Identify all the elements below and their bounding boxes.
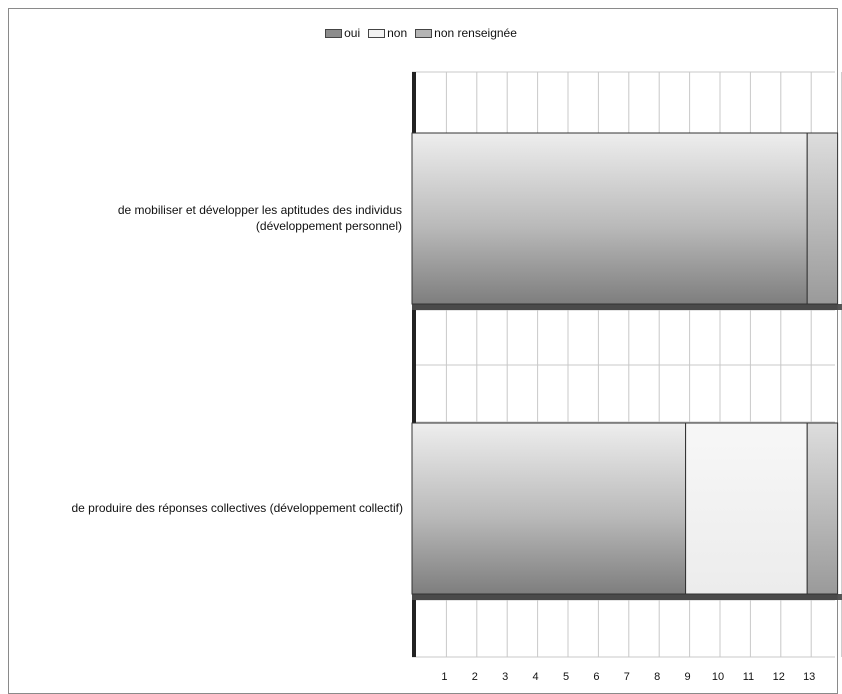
category-label-2: de produire des réponses collectives (dé… <box>71 501 403 515</box>
legend-item-oui: oui <box>325 26 360 40</box>
legend-swatch-oui <box>325 28 343 38</box>
legend-item-non-renseignee: non renseignée <box>415 26 517 40</box>
legend-item-non: non <box>368 26 407 40</box>
legend: oui non non renseignée <box>0 26 842 40</box>
x-tick-label: 11 <box>743 671 754 683</box>
x-tick-label: 2 <box>472 671 478 683</box>
legend-swatch-non-renseignee <box>415 28 433 38</box>
bar-bottom-face <box>685 594 808 600</box>
x-tick-label: 8 <box>654 671 660 683</box>
bar-segment-non-renseignée <box>806 422 839 595</box>
x-tick-label: 4 <box>533 671 539 683</box>
x-tick-label: 12 <box>773 671 785 683</box>
category-label-1: de mobiliser et développer les aptitudes… <box>117 203 402 233</box>
x-tick-label: 1 <box>441 671 447 683</box>
legend-label-non-renseignee: non renseignée <box>434 26 517 40</box>
x-tick-label: 5 <box>563 671 569 683</box>
legend-swatch-non <box>368 28 386 38</box>
bar-segment-non <box>685 422 808 595</box>
bars <box>411 132 842 600</box>
bar-bottom-face <box>412 304 808 310</box>
x-tick-label: 10 <box>712 671 724 683</box>
bar-segment-oui <box>411 132 808 305</box>
x-tick-label: 3 <box>502 671 508 683</box>
bar-segment-non-renseignée <box>806 132 839 305</box>
x-tick-label: 13 <box>803 671 815 683</box>
legend-label-non: non <box>387 26 408 40</box>
bar-bottom-face <box>807 304 838 310</box>
bar-segment-oui <box>411 422 687 595</box>
bar-bottom-face <box>412 594 686 600</box>
axis-wall <box>412 72 416 657</box>
x-tick-label: 7 <box>624 671 630 683</box>
x-tick-label: 6 <box>593 671 599 683</box>
legend-label-oui: oui <box>344 26 361 40</box>
bar-bottom-face <box>807 594 838 600</box>
x-axis: 1 2 3 4 5 6 7 8 9 10 11 12 13 <box>441 671 815 683</box>
x-tick-label: 9 <box>685 671 691 683</box>
